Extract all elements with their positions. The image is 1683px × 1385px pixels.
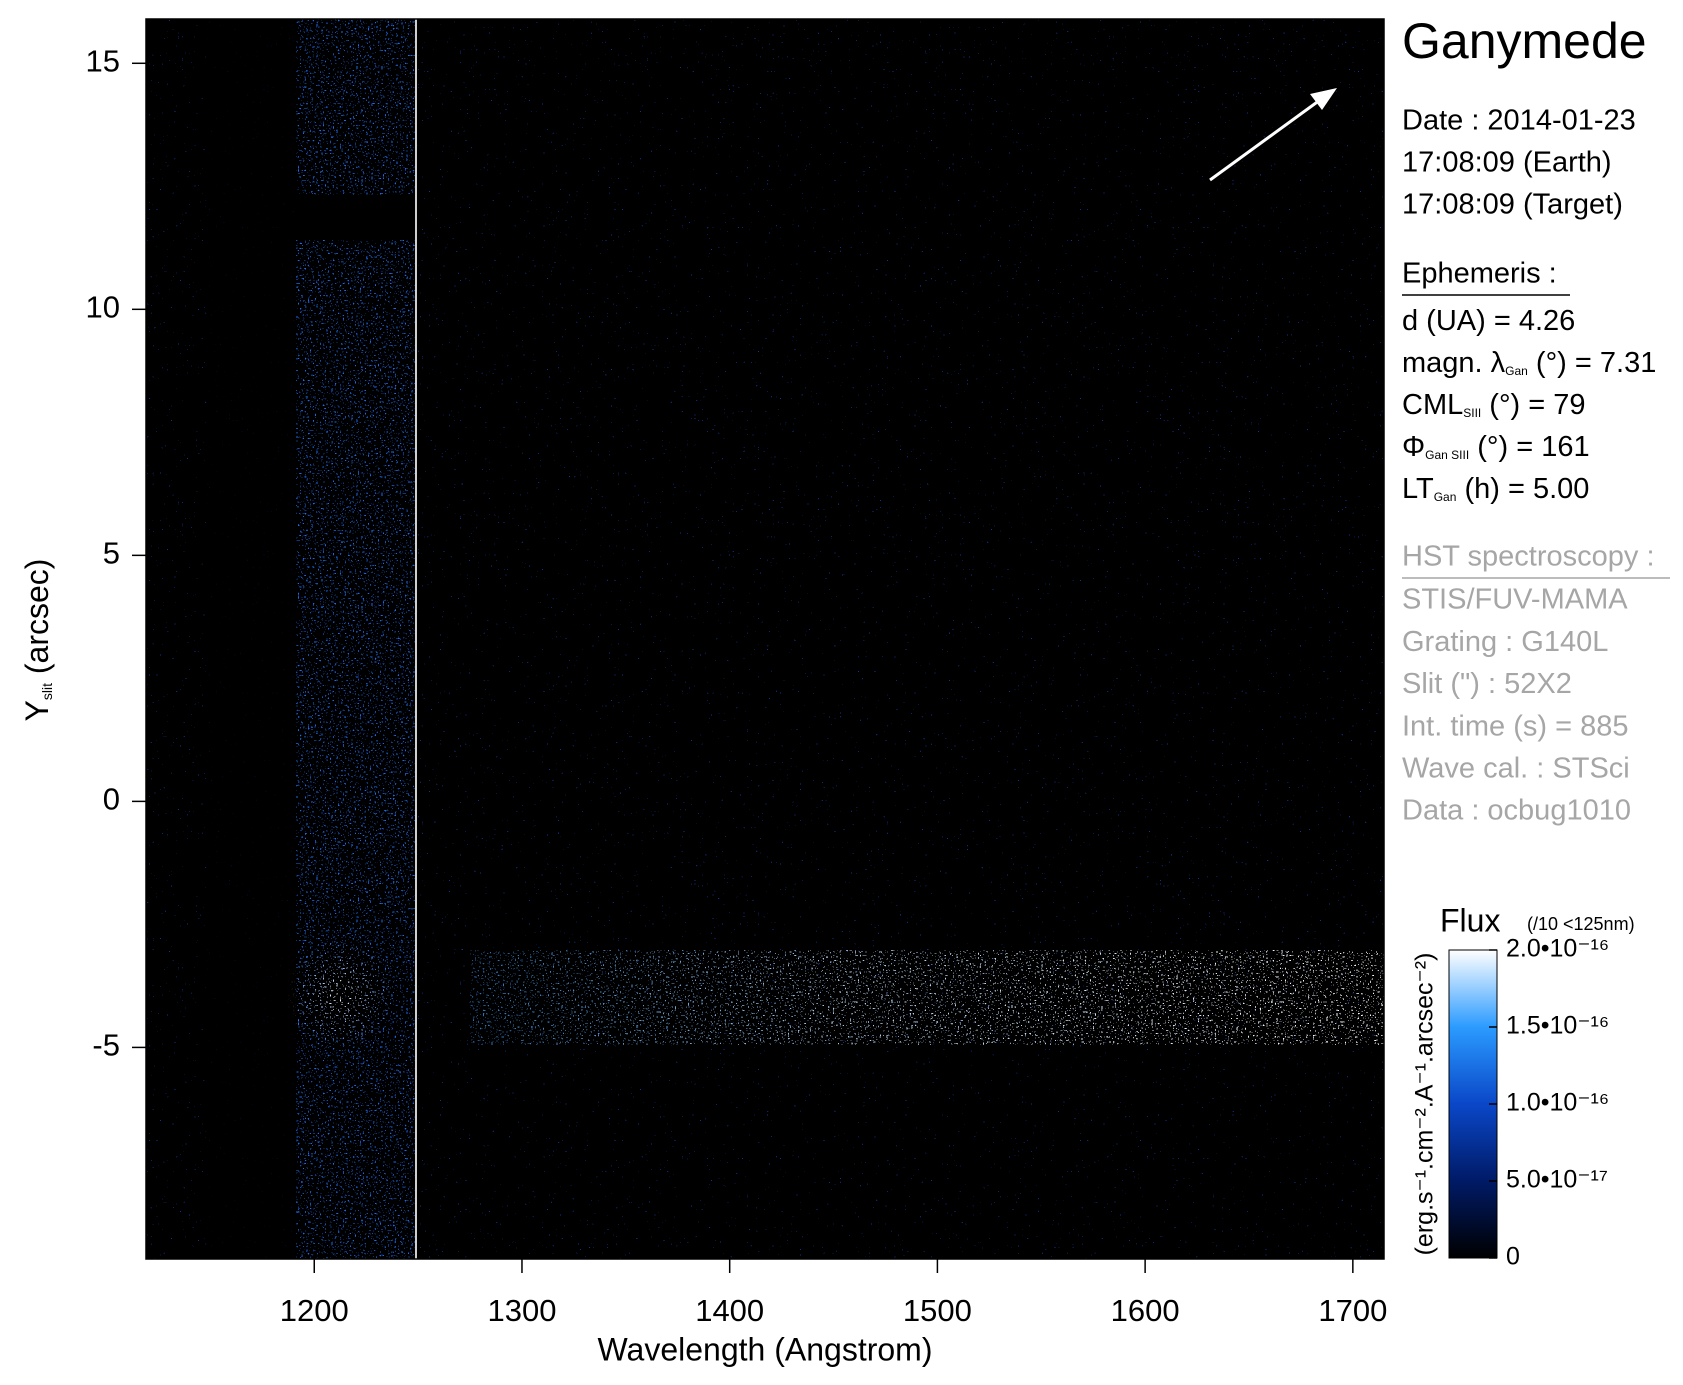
ephemeris-subscript: Gan SIII [1425, 448, 1469, 462]
colorbar-tick-label: 0 [1506, 1243, 1520, 1271]
y-axis-label-sub: slit [39, 683, 55, 700]
colorbar-tick-label: 5.0•10⁻¹⁷ [1506, 1166, 1608, 1194]
info-panel: Date : 2014-01-23 17:08:09 (Earth) 17:08:0… [1402, 105, 1670, 827]
ephemeris-subscript: Gan [1505, 364, 1528, 378]
y-axis-label: Yslit (arcsec) [19, 559, 55, 722]
ephemeris-text: magn. λ [1402, 347, 1506, 379]
x-tick-label: 1500 [903, 1293, 972, 1328]
ephemeris-text: CML [1402, 389, 1463, 421]
info-line: HST spectroscopy : [1402, 541, 1655, 573]
info-line: Int. time (s) = 885 [1402, 710, 1628, 742]
x-axis-label: Wavelength (Angstrom) [598, 1331, 933, 1367]
image-texture [285, 940, 395, 1050]
ephemeris-subscript: SIII [1463, 406, 1481, 420]
colorbar-tick-label: 1.0•10⁻¹⁶ [1506, 1089, 1609, 1117]
y-axis-label-main: Y [19, 700, 55, 721]
plot-frame [145, 18, 1385, 1260]
y-tick-label: -5 [92, 1028, 120, 1063]
y-tick-label: 15 [86, 43, 120, 78]
x-tick-label: 1600 [1111, 1293, 1180, 1328]
x-tick-label: 1200 [280, 1293, 349, 1328]
ephemeris-text: (h) = 5.00 [1456, 473, 1589, 505]
ephemeris-line: ΦGan SIII (°) = 161 [1402, 431, 1590, 463]
colorbar-label: (erg.s⁻¹.cm⁻².A⁻¹.arcsec⁻²) [1411, 953, 1439, 1256]
ephemeris-text: (°) = 7.31 [1528, 347, 1656, 379]
colorbar-note: (/10 <125nm) [1527, 914, 1635, 934]
colorbar-tick-label: 1.5•10⁻¹⁶ [1506, 1012, 1609, 1040]
info-line: 17:08:09 (Target) [1402, 189, 1623, 221]
chart-title: Ganymede [1402, 13, 1647, 69]
y-axis-label-rest: (arcsec) [19, 559, 55, 683]
info-line: STIS/FUV-MAMA [1402, 584, 1628, 616]
colorbar-title: Flux [1440, 902, 1500, 938]
ephemeris-subscript: Gan [1434, 490, 1457, 504]
ephemeris-text: LT [1402, 473, 1434, 505]
ephemeris-line: d (UA) = 4.26 [1402, 305, 1575, 337]
info-line: Grating : G140L [1402, 626, 1608, 658]
ephemeris-line: magn. λGan (°) = 7.31 [1402, 347, 1656, 379]
ephemeris-line: CMLSIII (°) = 79 [1402, 389, 1586, 421]
x-tick-label: 1300 [487, 1293, 556, 1328]
image-texture [296, 195, 416, 240]
ephemeris-text: (°) = 161 [1469, 431, 1589, 463]
ephemeris-line: LTGan (h) = 5.00 [1402, 473, 1589, 505]
spectral-image [146, 19, 1384, 1259]
y-tick-label: 5 [103, 536, 120, 571]
ephemeris-text: (°) = 79 [1481, 389, 1585, 421]
direction-arrow [1209, 88, 1337, 182]
info-line: Date : 2014-01-23 [1402, 105, 1636, 137]
info-line: Slit (") : 52X2 [1402, 668, 1572, 700]
y-tick-label: 10 [86, 290, 120, 325]
image-texture [206, 19, 296, 1259]
ephemeris-text: Φ [1402, 431, 1425, 463]
x-tick-label: 1400 [695, 1293, 764, 1328]
info-line: Ephemeris : [1402, 258, 1557, 290]
image-texture [470, 950, 1384, 1045]
info-line: 17:08:09 (Earth) [1402, 147, 1612, 179]
x-tick-label: 1700 [1318, 1293, 1387, 1328]
info-line: Data : ocbug1010 [1402, 795, 1631, 827]
ephemeris-text: d (UA) = 4.26 [1402, 305, 1575, 337]
y-tick-label: 0 [103, 782, 120, 817]
colorbar-tick-label: 2.0•10⁻¹⁶ [1506, 935, 1609, 963]
image-texture [146, 19, 206, 1259]
info-line: Wave cal. : STSci [1402, 752, 1630, 784]
